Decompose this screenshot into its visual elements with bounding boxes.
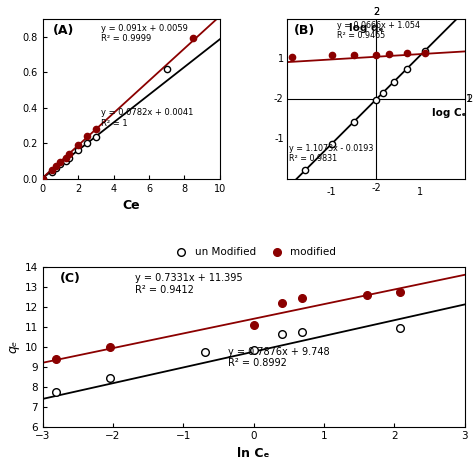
Text: 1: 1 — [466, 94, 473, 104]
Text: -2: -2 — [371, 183, 381, 193]
Text: y = 0.7331x + 11.395
R² = 0.9412: y = 0.7331x + 11.395 R² = 0.9412 — [136, 273, 243, 295]
Text: log Cₑ: log Cₑ — [432, 108, 466, 118]
Text: (C): (C) — [60, 272, 81, 284]
Text: -2: -2 — [273, 94, 283, 104]
Text: 1: 1 — [278, 54, 284, 64]
Text: y = 0.0782x + 0.0041
R² = 1: y = 0.0782x + 0.0041 R² = 1 — [101, 109, 193, 128]
Y-axis label: qₑ: qₑ — [6, 340, 19, 353]
Legend: un Modified, modified: un Modified, modified — [167, 243, 340, 262]
Text: log qₑ: log qₑ — [349, 23, 383, 33]
Text: (B): (B) — [294, 24, 316, 37]
Text: 2: 2 — [467, 94, 473, 104]
Text: y = 0.7876x + 9.748
R² = 0.8992: y = 0.7876x + 9.748 R² = 0.8992 — [228, 346, 330, 368]
Text: -1: -1 — [327, 187, 337, 197]
Text: 2: 2 — [373, 8, 379, 18]
Text: 1: 1 — [417, 187, 423, 197]
Text: -1: -1 — [274, 134, 284, 144]
X-axis label: Ce: Ce — [122, 199, 140, 212]
Text: (A): (A) — [53, 24, 75, 37]
Text: y = 1.1073x - 0.0193
R² = 0.9831: y = 1.1073x - 0.0193 R² = 0.9831 — [289, 144, 374, 163]
Text: 2: 2 — [373, 7, 379, 17]
Text: y = 0.091x + 0.0059
R² = 0.9999: y = 0.091x + 0.0059 R² = 0.9999 — [101, 24, 188, 43]
X-axis label: ln Cₑ: ln Cₑ — [237, 447, 270, 460]
Text: y = 0.0666x + 1.054
R² = 0.9465: y = 0.0666x + 1.054 R² = 0.9465 — [337, 20, 420, 40]
